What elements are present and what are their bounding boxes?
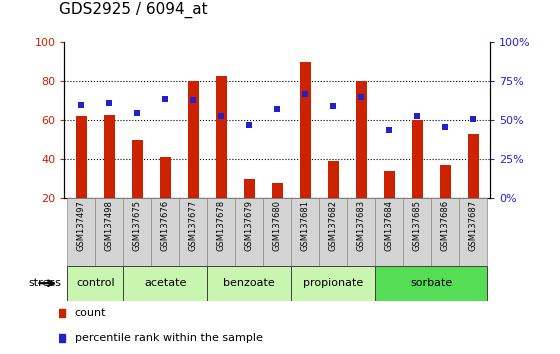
Bar bbox=[207, 266, 291, 301]
Text: GSM137498: GSM137498 bbox=[105, 200, 114, 251]
Bar bbox=[459, 198, 487, 266]
Bar bbox=[76, 116, 87, 198]
Bar bbox=[123, 266, 207, 301]
Bar bbox=[95, 198, 123, 266]
Text: GSM137686: GSM137686 bbox=[441, 200, 450, 251]
Text: GDS2925 / 6094_at: GDS2925 / 6094_at bbox=[59, 1, 207, 18]
Bar bbox=[431, 198, 459, 266]
Bar bbox=[403, 198, 431, 266]
Bar bbox=[179, 198, 207, 266]
Bar bbox=[384, 171, 395, 198]
Bar bbox=[291, 198, 319, 266]
Bar bbox=[375, 266, 487, 301]
Text: GSM137682: GSM137682 bbox=[329, 200, 338, 251]
Bar bbox=[263, 198, 291, 266]
Bar bbox=[244, 179, 255, 198]
Text: GSM137679: GSM137679 bbox=[245, 200, 254, 251]
Bar bbox=[160, 157, 171, 198]
Text: count: count bbox=[74, 308, 106, 318]
Text: GSM137684: GSM137684 bbox=[385, 200, 394, 251]
Bar bbox=[104, 115, 115, 198]
Bar bbox=[328, 161, 339, 198]
Text: benzoate: benzoate bbox=[223, 278, 275, 288]
Text: propionate: propionate bbox=[303, 278, 363, 288]
Bar bbox=[300, 62, 311, 198]
Text: sorbate: sorbate bbox=[410, 278, 452, 288]
Bar bbox=[412, 120, 423, 198]
Bar bbox=[67, 198, 95, 266]
Text: GSM137681: GSM137681 bbox=[301, 200, 310, 251]
Text: GSM137677: GSM137677 bbox=[189, 200, 198, 251]
Bar bbox=[291, 266, 375, 301]
Bar bbox=[188, 81, 199, 198]
Text: GSM137685: GSM137685 bbox=[413, 200, 422, 251]
Bar bbox=[132, 140, 143, 198]
Text: percentile rank within the sample: percentile rank within the sample bbox=[74, 333, 263, 343]
Bar bbox=[356, 81, 367, 198]
Bar bbox=[207, 198, 235, 266]
Bar bbox=[272, 183, 283, 198]
Bar bbox=[235, 198, 263, 266]
Bar bbox=[347, 198, 375, 266]
Text: GSM137687: GSM137687 bbox=[469, 200, 478, 251]
Text: GSM137678: GSM137678 bbox=[217, 200, 226, 251]
Bar bbox=[216, 76, 227, 198]
Bar bbox=[468, 134, 479, 198]
Text: acetate: acetate bbox=[144, 278, 186, 288]
Text: GSM137676: GSM137676 bbox=[161, 200, 170, 251]
Text: control: control bbox=[76, 278, 114, 288]
Text: stress: stress bbox=[29, 278, 62, 288]
Text: GSM137675: GSM137675 bbox=[133, 200, 142, 251]
Text: GSM137680: GSM137680 bbox=[273, 200, 282, 251]
Bar bbox=[375, 198, 403, 266]
Bar bbox=[151, 198, 179, 266]
Text: GSM137683: GSM137683 bbox=[357, 200, 366, 251]
Bar bbox=[440, 165, 451, 198]
Bar bbox=[67, 266, 123, 301]
Text: GSM137497: GSM137497 bbox=[77, 200, 86, 251]
Bar bbox=[319, 198, 347, 266]
Bar bbox=[123, 198, 151, 266]
